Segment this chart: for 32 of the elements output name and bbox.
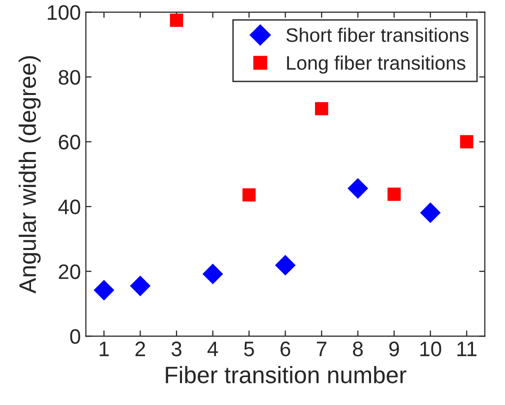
point [242,188,256,202]
x-tick-label: 8 [352,342,363,356]
x-tick-label: 7 [316,342,326,356]
y-tick-label: 80 [58,70,80,85]
y-tick-label: 60 [58,134,80,150]
x-axis-title: Fiber transition number [166,366,406,384]
x-tick-label: 11 [457,342,476,356]
point [170,14,184,27]
x-tick-label: 10 [420,342,442,356]
x-tick-label: 9 [389,342,399,356]
legend-label: Short fiber transitions [286,28,469,42]
point [420,202,441,224]
x-tick-label: 3 [172,342,182,356]
x-tick-label: 5 [244,342,254,356]
point [388,188,401,201]
y-tick-label: 0 [70,329,80,344]
point [315,102,328,116]
point [202,264,224,284]
x-tick-label: 6 [280,342,290,356]
point [130,276,151,296]
x-tick-label: 2 [136,342,145,356]
x-tick-label: 1 [100,342,109,356]
point [94,280,114,300]
y-axis-title: Angular width (degree) [18,56,41,294]
y-tick-label: 40 [58,200,80,214]
point [460,135,474,148]
legend-label: Long fiber transitions [287,56,466,74]
point [348,178,368,199]
y-tick-label: 20 [58,264,80,280]
y-tick-label: 100 [48,5,80,20]
x-tick-label: 4 [207,342,218,356]
point [275,254,296,276]
